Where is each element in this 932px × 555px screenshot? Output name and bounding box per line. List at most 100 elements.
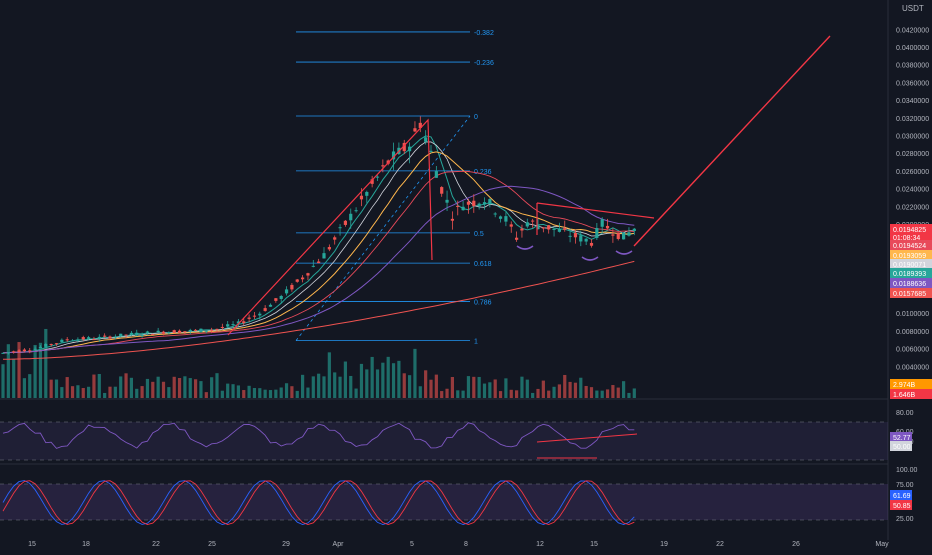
y-tick-label: 0.0380000 xyxy=(896,63,929,70)
volume-bar xyxy=(322,376,326,398)
candle-body xyxy=(119,333,123,337)
x-tick-label: 18 xyxy=(82,541,90,548)
volume-bar xyxy=(391,363,396,398)
candle-body xyxy=(611,234,615,236)
pattern-curve xyxy=(615,250,633,255)
price-label: 0.0194524 xyxy=(893,243,926,250)
price-label-bg xyxy=(890,259,932,269)
volume-bar xyxy=(536,388,540,398)
volume-bar xyxy=(354,388,358,398)
currency-label: USDT xyxy=(902,4,924,13)
candle-body xyxy=(402,142,406,152)
volume-bar xyxy=(124,373,128,398)
x-tick-label: 8 xyxy=(464,541,468,548)
volume-bar xyxy=(210,377,214,398)
candle-body xyxy=(103,335,107,337)
candle-body xyxy=(338,227,342,229)
volume-bar xyxy=(172,376,176,398)
x-tick-label: 15 xyxy=(590,541,598,548)
volume-bar xyxy=(584,385,588,398)
rsi-value: 52.77 xyxy=(893,435,911,442)
candle-body xyxy=(44,343,48,347)
volume-bar xyxy=(605,389,610,398)
volume-bar xyxy=(472,376,476,398)
volume-bar xyxy=(60,387,64,398)
volume-bar xyxy=(622,381,626,398)
candle-body xyxy=(65,339,69,341)
volume-bar xyxy=(81,388,85,398)
x-tick-label: 12 xyxy=(536,541,544,548)
volume-bar xyxy=(557,384,561,398)
fib-label: 0 xyxy=(474,114,478,121)
volume-bar xyxy=(12,358,16,398)
candle-body xyxy=(113,336,117,338)
volume-bar xyxy=(611,385,615,398)
y-tick-label: 0.0260000 xyxy=(896,169,929,176)
candle-body xyxy=(440,187,444,194)
candle-body xyxy=(306,273,310,276)
candle-body xyxy=(525,222,529,227)
volume-bar xyxy=(525,379,529,398)
candle-body xyxy=(177,330,182,334)
candle-body xyxy=(194,329,198,331)
candle-body xyxy=(418,122,422,128)
candle-body xyxy=(520,228,524,231)
fib-diagonal xyxy=(295,115,471,341)
volume-bar xyxy=(333,372,337,398)
volume-bar xyxy=(402,373,406,398)
y-tick-label: 0.0080000 xyxy=(896,329,929,336)
candle-body xyxy=(541,227,545,229)
stoch-value-bg xyxy=(890,500,912,510)
candle-body xyxy=(274,298,278,301)
x-tick-label: Apr xyxy=(333,541,345,548)
volume-bar xyxy=(220,390,224,398)
volume-bar xyxy=(509,389,513,398)
x-tick-label: 26 xyxy=(792,541,800,548)
volume-bar xyxy=(129,377,133,398)
volume-bar xyxy=(461,390,465,398)
volume-bar xyxy=(242,390,246,398)
volume-bar xyxy=(274,389,278,398)
volume-bar xyxy=(54,379,59,398)
volume-bar xyxy=(488,382,492,398)
price-label: 0.0157685 xyxy=(893,291,926,298)
y-tick-label: 0.0300000 xyxy=(896,134,929,141)
x-tick-label: 15 xyxy=(28,541,36,548)
moving-averages xyxy=(2,135,635,360)
candle-body xyxy=(515,237,519,240)
rsi-value: 50.00 xyxy=(893,444,911,451)
volume-bar xyxy=(515,390,519,398)
resistance-line xyxy=(536,202,655,235)
candle-body xyxy=(268,304,273,307)
candle-body xyxy=(258,313,262,316)
candle-body xyxy=(381,165,385,167)
candle-body xyxy=(317,261,321,264)
volume-bar xyxy=(531,392,535,398)
price-label-bg xyxy=(890,288,932,298)
candle-body xyxy=(6,352,10,354)
ma-line xyxy=(2,151,635,354)
candle-body xyxy=(472,200,476,207)
volume-bar xyxy=(493,379,497,398)
volume-bar xyxy=(568,381,572,398)
stoch-tick: 25.00 xyxy=(896,516,914,523)
candle-body xyxy=(552,228,556,230)
volume-bar xyxy=(600,390,604,398)
candle-body xyxy=(466,201,471,205)
candle-body xyxy=(81,337,85,340)
volume-bar xyxy=(418,386,422,398)
candle-body xyxy=(290,284,294,290)
volume-bar xyxy=(573,382,578,398)
candle-body xyxy=(456,205,460,207)
volume-bar xyxy=(595,390,599,398)
candle-body xyxy=(600,219,604,227)
volume-bar xyxy=(632,388,636,398)
candle-body xyxy=(408,146,412,152)
price-label-bg xyxy=(890,250,932,260)
volume-bar xyxy=(87,386,91,398)
rsi-value-bg xyxy=(890,432,912,442)
ma-line xyxy=(2,141,635,354)
stoch-k-line xyxy=(2,480,635,525)
